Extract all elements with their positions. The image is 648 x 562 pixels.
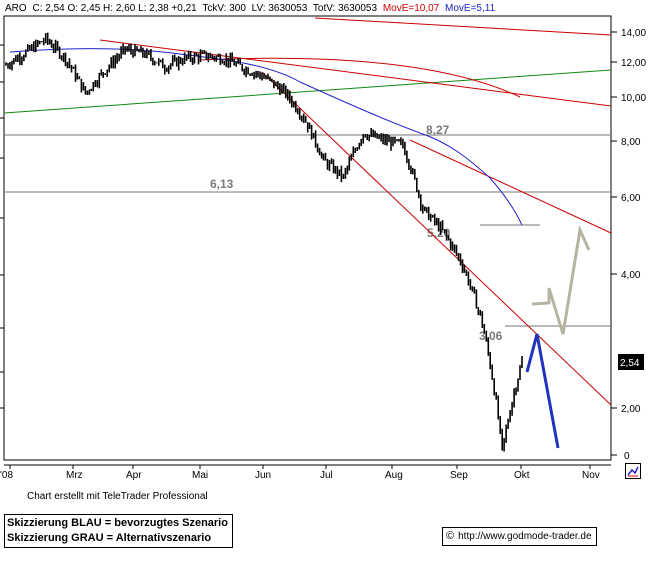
x-tick-label: Sep	[450, 470, 468, 481]
trendline-red-2	[314, 17, 612, 36]
header-move-10: MovE=10,07	[383, 3, 440, 14]
scenario-blue-path	[525, 333, 560, 449]
y-tick-label: 10,00	[621, 93, 646, 104]
x-tick-label: Nov	[582, 470, 600, 481]
y-tick-label: 4,00	[621, 270, 641, 281]
trendline-green	[3, 69, 612, 114]
last-price-tag	[618, 354, 644, 370]
y-tick-label: 2,00	[621, 404, 641, 415]
copyright-icon: ©	[446, 530, 455, 542]
level-label-3-06: 3,06	[479, 329, 503, 343]
horizontal-levels	[4, 134, 611, 327]
trendline-red-1	[99, 39, 612, 107]
x-tick-label: Jul	[320, 470, 333, 481]
trend-lines	[3, 17, 612, 406]
x-tick-label: Okt	[514, 470, 530, 481]
trendline-red-4	[261, 71, 612, 406]
price-series	[5, 32, 523, 452]
source-url-box[interactable]: © http://www.godmode-trader.de	[442, 527, 597, 546]
scenario-gray-path	[531, 224, 591, 335]
x-tick-label: Mrz	[66, 470, 83, 481]
legend-gray: Skizzierung GRAU = Alternativszenario	[7, 532, 212, 544]
y-tick-label: 8,00	[621, 137, 641, 148]
header-ohlc: C: 2,54 O: 2,45 H: 2,60 L: 2,38 +0,21	[32, 3, 197, 14]
y-tick-label: 6,00	[621, 193, 641, 204]
left-ticks	[0, 44, 4, 409]
y-tick-label: 0	[624, 451, 630, 462]
x-tick-label: Mai	[192, 470, 208, 481]
y-axis: 14,00 12,00 10,00 8,00 6,00 4,00 2,00 0	[611, 28, 646, 462]
svg-text:ARO C: 2,54 O: 2,45 H: 2,6: ARO C: 2,54 O: 2,45 H: 2,60 L: 2,38 +0,2…	[5, 3, 496, 14]
header-move-5: MovE=5,11	[445, 3, 496, 14]
source-url[interactable]: http://www.godmode-trader.de	[458, 531, 592, 542]
last-price-label: 2,54	[620, 358, 640, 369]
level-label-6-13: 6,13	[210, 177, 234, 191]
x-tick-label: '08	[0, 470, 13, 481]
level-label-8-27: 8,27	[426, 123, 450, 137]
chart-settings-icon[interactable]	[625, 463, 641, 479]
legend-blue: Skizzierung BLAU = bevorzugtes Szenario	[7, 517, 228, 529]
header-totv: TotV: 3630053	[313, 3, 378, 14]
header-tckv: TckV: 300	[202, 3, 246, 14]
header-lv: LV: 3630053	[252, 3, 308, 14]
y-tick-label: 14,00	[621, 28, 646, 39]
x-tick-label: Apr	[126, 470, 142, 481]
y-tick-label: 12,00	[621, 58, 646, 69]
scenario-legend: Skizzierung BLAU = bevorzugtes Szenario …	[4, 514, 233, 548]
chart-credit: Chart erstellt mit TeleTrader Profession…	[27, 491, 208, 502]
x-axis: '08 Mrz Apr Mai Jun Jul Aug Sep Okt Nov	[0, 465, 600, 481]
header-symbol: ARO	[5, 3, 27, 14]
x-tick-label: Jun	[255, 470, 271, 481]
trendline-red-5	[409, 139, 612, 234]
trendline-red-3	[199, 57, 521, 98]
x-tick-label: Aug	[385, 470, 403, 481]
plot-frame	[3, 15, 612, 461]
